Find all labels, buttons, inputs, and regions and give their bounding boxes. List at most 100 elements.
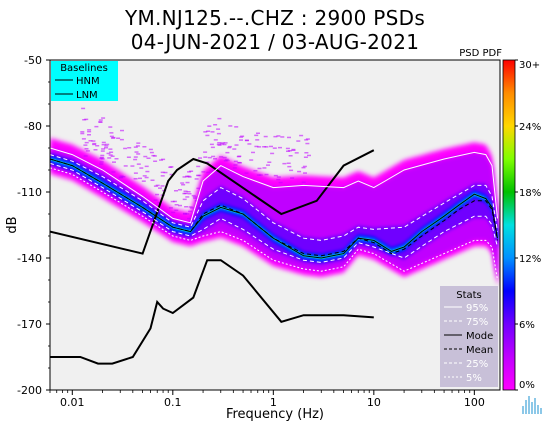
pdf-speckle — [188, 206, 193, 208]
y-tick-label: -170 — [17, 318, 42, 331]
pdf-speckle — [297, 170, 302, 173]
pdf-speckle — [219, 156, 224, 158]
pdf-speckle — [187, 193, 192, 195]
stat-line-75pct — [50, 154, 498, 241]
pdf-speckle — [114, 158, 119, 160]
pdf-speckle — [144, 165, 149, 168]
x-tick-label: 10 — [367, 396, 381, 409]
pdf-speckle — [211, 155, 216, 158]
pdf-speckle — [81, 138, 86, 140]
pdf-speckle — [262, 146, 267, 148]
pdf-speckle — [94, 125, 99, 128]
pdf-speckle — [234, 144, 239, 146]
pdf-speckle — [267, 161, 272, 163]
pdf-speckle — [247, 143, 252, 145]
pdf-speckle — [160, 171, 165, 174]
pdf-speckle — [119, 175, 124, 177]
pdf-speckle — [213, 124, 218, 126]
pdf-speckle — [157, 201, 162, 204]
baseline-layer — [50, 149, 375, 365]
pdf-speckle — [174, 209, 179, 211]
colorbar-tick-label: 24% — [519, 122, 541, 133]
pdf-speckle — [209, 170, 214, 172]
pdf-speckle — [99, 157, 104, 159]
x-tick-label: 100 — [464, 396, 485, 409]
chart-subtitle: 04-JUN-2021 / 03-AUG-2021 — [130, 30, 420, 54]
pdf-speckle — [207, 125, 212, 127]
pdf-speckle — [285, 147, 290, 150]
pdf-speckle — [185, 196, 190, 198]
pdf-speckle — [244, 139, 249, 142]
pdf-speckle — [81, 107, 86, 110]
pdf-speckle — [101, 143, 106, 146]
pdf-speckle — [251, 151, 255, 154]
pdf-speckle — [272, 147, 277, 149]
pdf-speckle — [270, 152, 275, 155]
pdf-speckle — [240, 135, 245, 137]
pdf-speckle — [303, 156, 308, 158]
pdf-speckle — [185, 175, 190, 178]
pdf-speckle — [133, 178, 138, 180]
pdf-speckle — [239, 136, 244, 138]
pdf-speckle — [126, 156, 131, 158]
pdf-speckle — [264, 173, 269, 176]
pdf-speckle — [222, 143, 227, 146]
pdf-speckle — [123, 147, 128, 150]
pdf-speckle — [169, 173, 174, 176]
pdf-speckle — [291, 148, 296, 151]
pdf-speckle — [280, 136, 285, 138]
pdf-speckle — [276, 178, 281, 181]
colorbar-label: PSD PDF — [459, 48, 502, 59]
pdf-speckle — [120, 129, 124, 132]
pdf-speckle — [206, 130, 211, 132]
pdf-speckle — [276, 176, 281, 178]
pdf-speckle — [85, 150, 90, 152]
p75-legend-label: 75% — [466, 317, 488, 328]
pdf-speckle — [233, 164, 238, 166]
pdf-speckle — [189, 170, 194, 172]
pdf-speckle — [273, 174, 278, 177]
pdf-speckle — [203, 131, 208, 133]
pdf-speckle — [257, 146, 262, 148]
pdf-speckle — [92, 143, 97, 146]
pdf-speckle — [93, 149, 98, 151]
pdf-speckle — [258, 174, 263, 176]
pdf-speckle — [249, 159, 254, 161]
stats-legend: Stats 95% 75% Mode Mean 25% 5% — [440, 286, 498, 387]
stat-line-25pct — [50, 162, 498, 263]
pdf-speckle — [264, 146, 269, 148]
pdf-speckle — [84, 148, 89, 150]
pdf-speckle — [213, 139, 218, 141]
pdf-speckle — [109, 151, 114, 153]
pdf-speckle — [106, 152, 111, 155]
pdf-speckle — [301, 166, 306, 169]
pdf-speckle — [149, 151, 154, 154]
y-tick-label: -200 — [17, 384, 42, 397]
pdf-speckle — [155, 184, 160, 187]
mode-legend-label: Mode — [466, 331, 493, 342]
pdf-speckle — [174, 204, 179, 206]
pdf-speckle — [101, 117, 106, 119]
pdf-speckle — [144, 176, 149, 179]
pdf-speckle — [119, 176, 124, 179]
pdf-speckle — [225, 151, 230, 154]
pdf-speckle — [84, 141, 89, 144]
pdf-speckle — [108, 126, 113, 128]
pdf-speckle — [253, 170, 258, 172]
pdf-speckle — [186, 191, 191, 193]
pdf-speckle — [262, 167, 267, 169]
colorbar-tick-label: 6% — [519, 320, 535, 331]
pdf-speckle — [216, 128, 221, 130]
pdf-speckle — [182, 198, 187, 201]
pdf-speckle — [192, 196, 197, 198]
plot-frame — [49, 59, 501, 391]
stat-line-5pct — [50, 167, 498, 281]
pdf-speckle — [269, 145, 273, 148]
x-tick-label: 0.01 — [60, 396, 85, 409]
pdf-speckle — [188, 210, 193, 213]
pdf-speckle — [278, 181, 283, 184]
pdf-speckle — [146, 157, 151, 159]
pdf-speckle — [105, 143, 110, 146]
stats-layer — [50, 147, 498, 281]
pdf-speckle — [83, 155, 88, 157]
